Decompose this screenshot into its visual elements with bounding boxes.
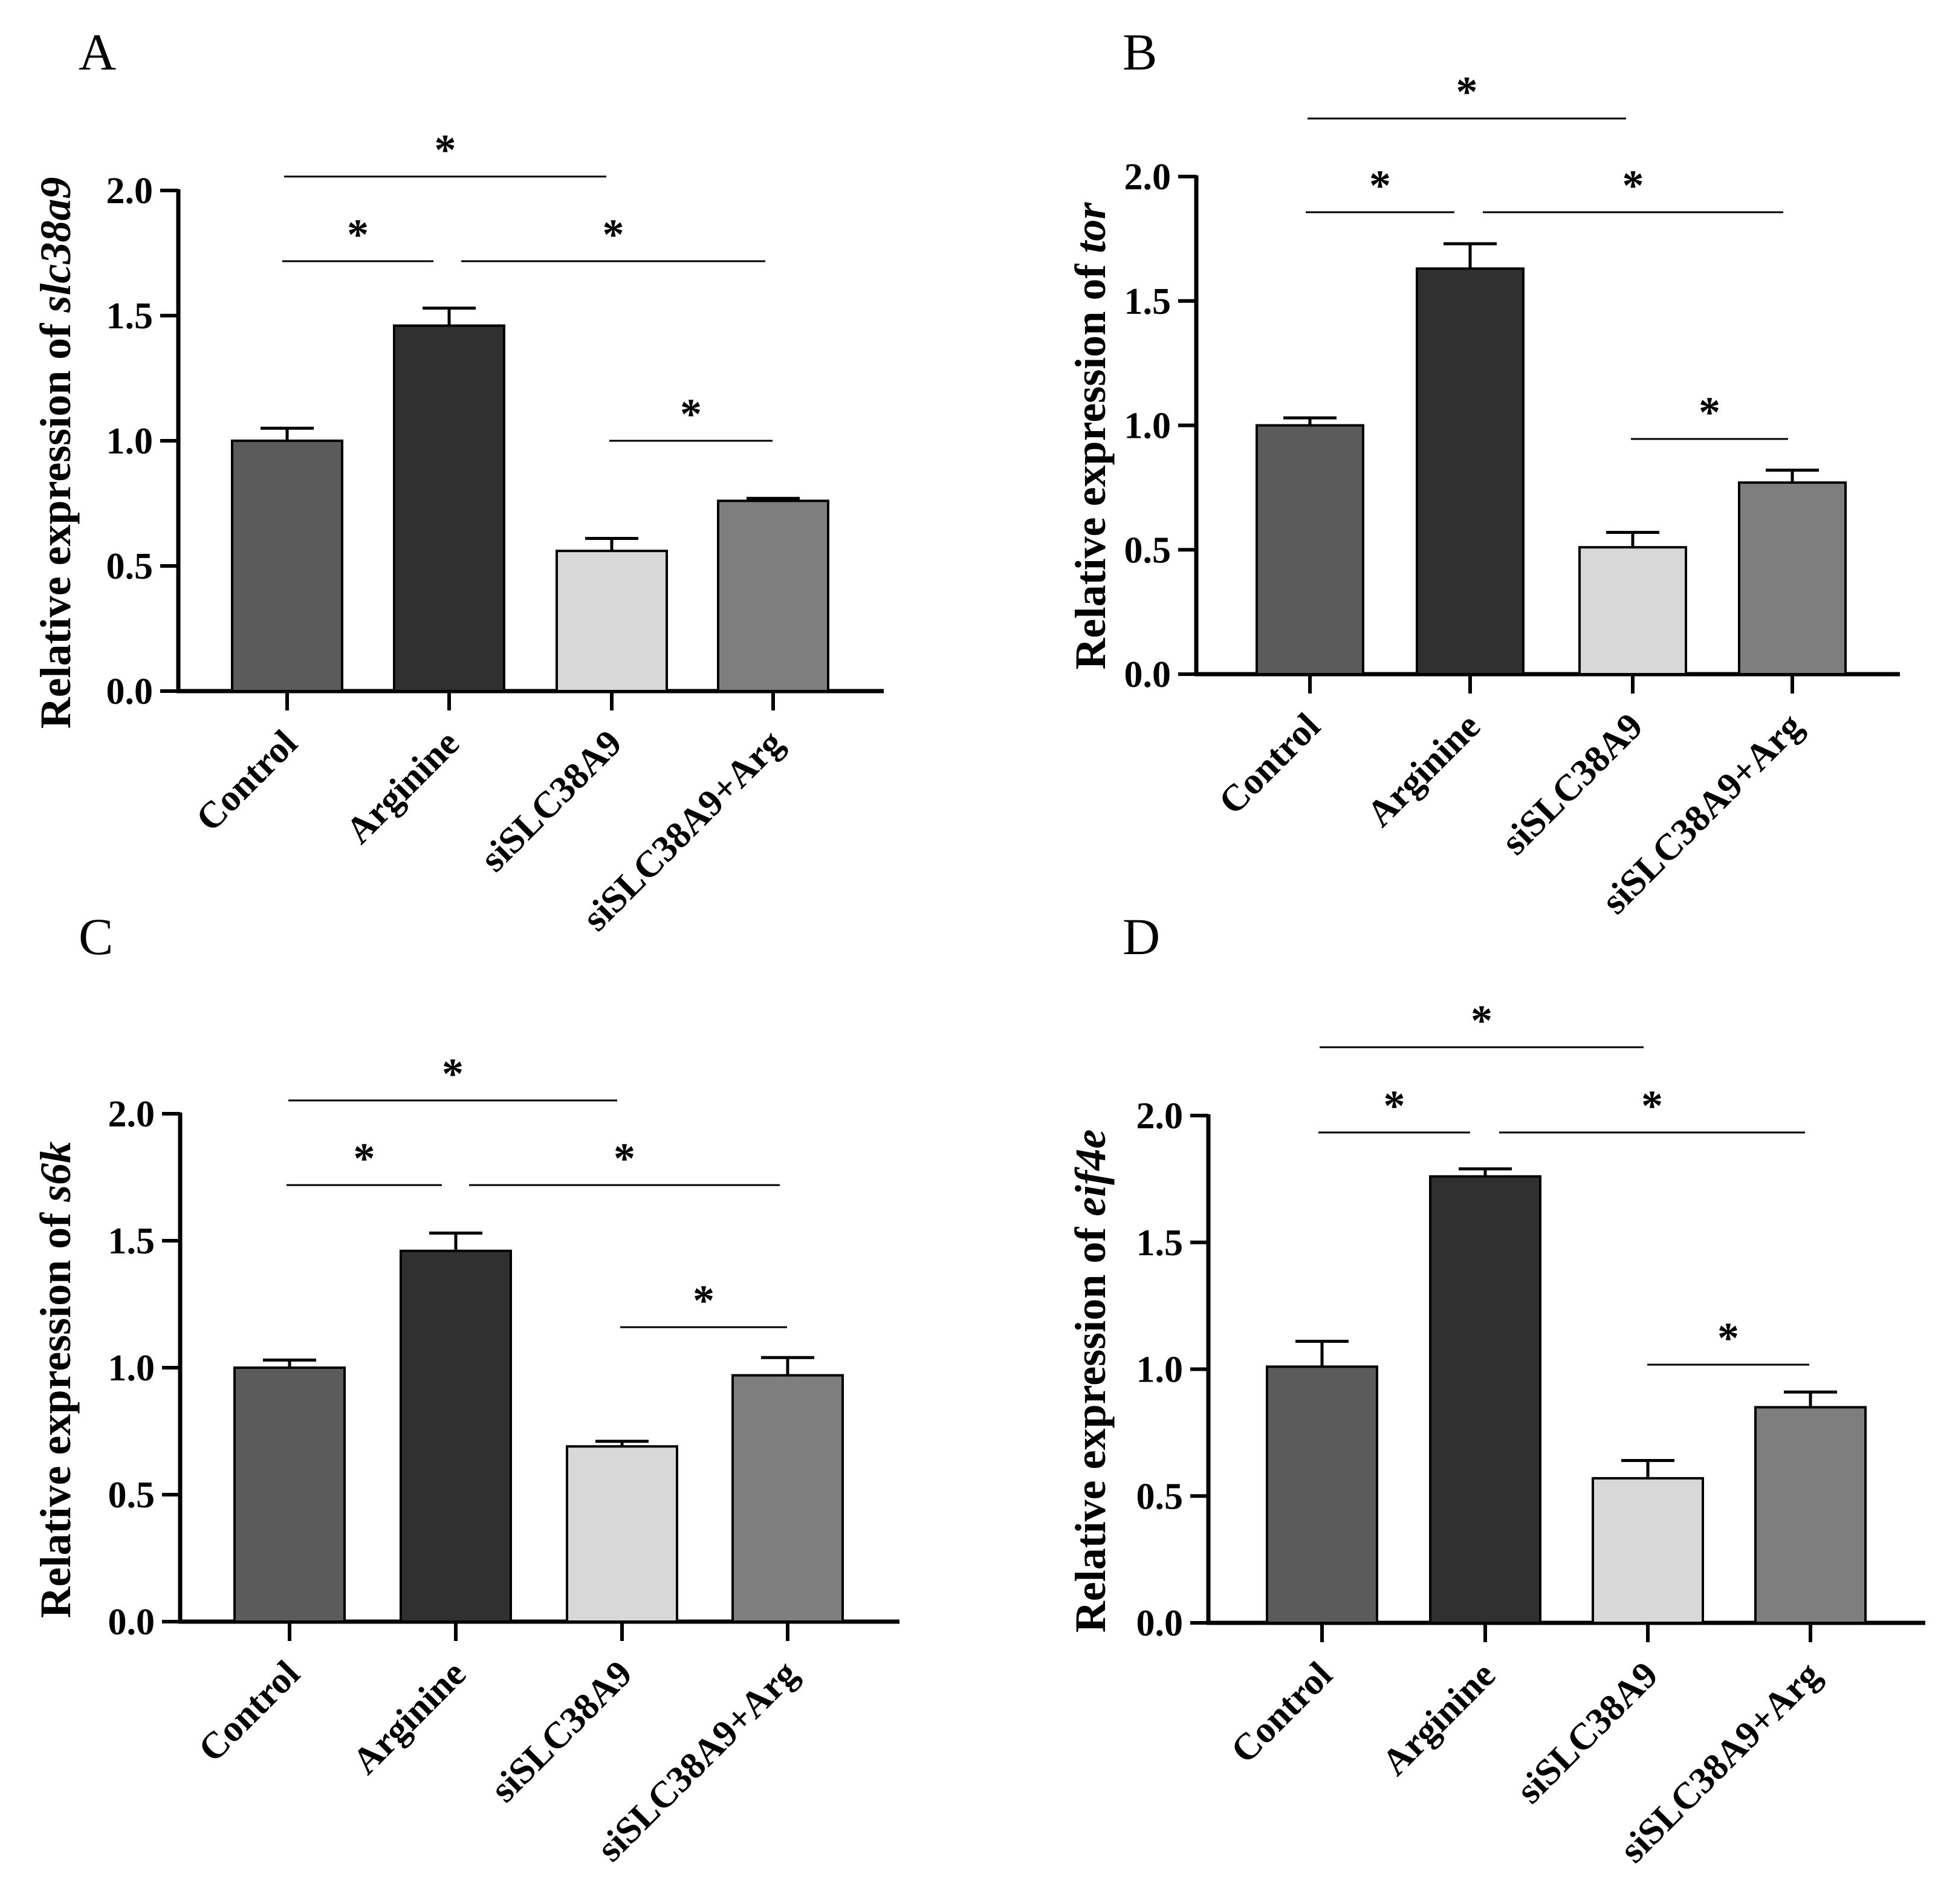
- y-tick-label: 1.5: [1124, 281, 1172, 322]
- y-tick-label: 0.0: [1136, 1603, 1184, 1644]
- y-tick-label: 0.5: [1136, 1476, 1184, 1517]
- bar: [556, 550, 668, 692]
- significance-star: *: [347, 210, 369, 259]
- y-axis-label-gene: slc38a9: [31, 177, 80, 313]
- x-tick-label: Control: [190, 1653, 307, 1770]
- y-tick-label: 0.5: [108, 1475, 155, 1516]
- significance-star: *: [354, 1134, 375, 1183]
- chart-panel-a: A Relative expression of slc38a9 0.0 0.5 1.0…: [31, 23, 884, 939]
- significance-star: *: [1456, 68, 1478, 116]
- y-tick-label: 0.5: [106, 546, 154, 587]
- panel-letter: A: [79, 23, 116, 81]
- x-tick-label: Arginine: [1359, 706, 1488, 835]
- y-tick-label: 0.0: [1124, 654, 1172, 695]
- y-axis-label: Relative expression of tor: [1066, 202, 1115, 670]
- x-tick-label: siSLC38A9: [1509, 1654, 1666, 1811]
- bar: [566, 1445, 678, 1623]
- significance-star: *: [1699, 388, 1720, 437]
- bar: [233, 1366, 346, 1623]
- bar: [1429, 1175, 1541, 1625]
- x-tick-label: Arginine: [1374, 1654, 1503, 1784]
- significance-star: *: [1369, 161, 1391, 210]
- significance-star: *: [614, 1134, 635, 1183]
- x-tick-label: siSLC38A9: [483, 1653, 640, 1810]
- bar: [231, 440, 343, 692]
- y-axis-label: Relative expression of s6k: [31, 1142, 80, 1619]
- chart-panel-d: D Relative expression of eif4e 0.0 0.5 1.0 1.…: [1066, 908, 1925, 1871]
- bar: [717, 499, 829, 692]
- y-tick-label: 1.0: [1124, 406, 1172, 447]
- y-tick-label: 2.0: [106, 171, 154, 212]
- y-tick-label: 2.0: [1136, 1096, 1184, 1137]
- y-axis-label: Relative expression of slc38a9: [31, 177, 80, 729]
- significance-star: *: [680, 390, 702, 438]
- bar: [393, 324, 505, 692]
- y-tick-label: 1.0: [108, 1348, 155, 1389]
- y-axis-label-prefix: Relative expression of: [31, 1202, 80, 1619]
- significance-star: *: [1622, 161, 1644, 210]
- bar: [1754, 1406, 1867, 1625]
- bar: [731, 1374, 844, 1623]
- bar: [1592, 1477, 1704, 1625]
- y-tick-label: 2.0: [108, 1094, 155, 1135]
- y-tick-label: 0.0: [106, 671, 154, 712]
- significance-star: *: [1717, 1314, 1739, 1362]
- bar: [1266, 1365, 1378, 1624]
- y-axis-label-prefix: Relative expression of: [1066, 253, 1115, 670]
- panel-letter: B: [1123, 23, 1157, 81]
- panel-letter: D: [1123, 908, 1160, 966]
- x-tick-label: siSLC38A9: [473, 723, 630, 880]
- y-axis-label-prefix: Relative expression of: [31, 313, 80, 729]
- panel-letter: C: [79, 908, 113, 966]
- significance-star: *: [1471, 996, 1492, 1045]
- bar: [400, 1249, 512, 1623]
- x-tick-label: Arginine: [338, 723, 467, 852]
- y-tick-label: 1.5: [1136, 1223, 1184, 1264]
- significance-star: *: [1641, 1082, 1663, 1130]
- x-tick-label: Arginine: [345, 1653, 474, 1782]
- x-tick-label: Control: [1223, 1654, 1340, 1771]
- significance-star: *: [693, 1276, 715, 1325]
- x-tick-label: Control: [188, 723, 305, 839]
- y-tick-label: 1.0: [1136, 1350, 1184, 1391]
- bar: [1256, 424, 1364, 675]
- significance-star: *: [603, 210, 624, 259]
- y-axis-label: Relative expression of eif4e: [1066, 1129, 1115, 1633]
- y-tick-label: 1.5: [108, 1221, 155, 1262]
- significance-star: *: [435, 126, 456, 174]
- y-tick-label: 0.5: [1124, 530, 1172, 571]
- significance-star: *: [1384, 1082, 1405, 1130]
- y-tick-label: 0.0: [108, 1602, 155, 1643]
- y-tick-label: 2.0: [1124, 157, 1172, 198]
- significance-star: *: [442, 1050, 464, 1098]
- x-tick-label: siSLC38A9: [1494, 706, 1651, 863]
- y-tick-label: 1.5: [106, 296, 154, 337]
- y-axis-label-gene: eif4e: [1066, 1129, 1115, 1217]
- bar: [1578, 546, 1687, 676]
- x-tick-label: Control: [1211, 706, 1327, 822]
- chart-panel-c: C Relative expression of s6k 0.0 0.5 1.0 1.5 2…: [31, 908, 899, 1870]
- y-axis-label-gene: tor: [1066, 202, 1115, 253]
- y-axis-label-gene: s6k: [31, 1142, 80, 1203]
- bar: [1738, 481, 1847, 676]
- bar: [1416, 267, 1525, 675]
- y-tick-label: 1.0: [106, 421, 154, 462]
- y-axis-label-prefix: Relative expression of: [1066, 1217, 1115, 1633]
